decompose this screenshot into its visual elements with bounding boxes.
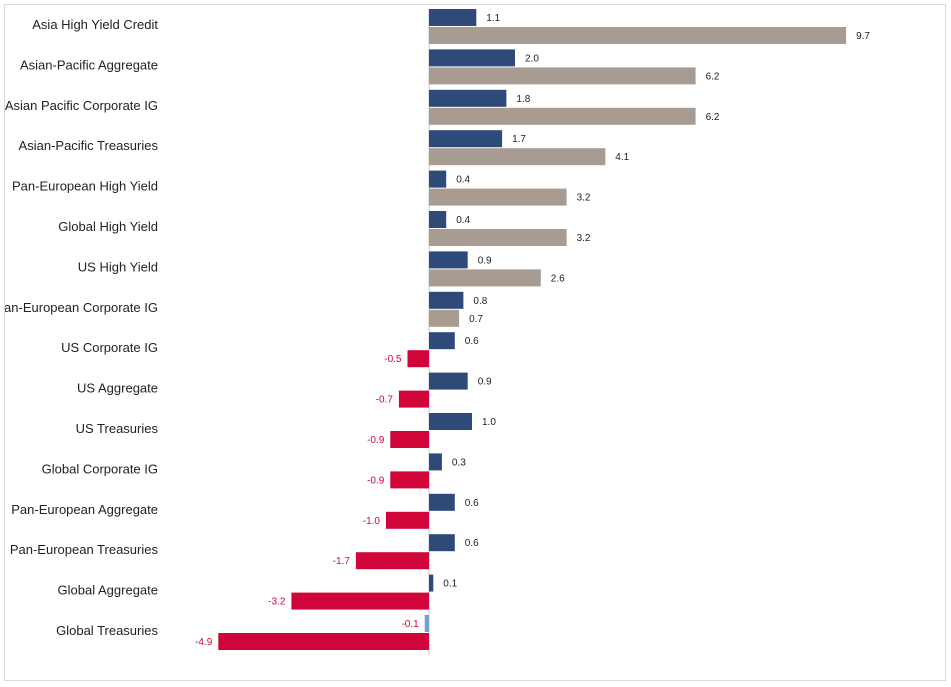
value-label: 1.8 <box>516 94 530 105</box>
category-label: Asian-Pacific Treasuries <box>19 138 159 153</box>
value-label: -0.1 <box>401 619 419 630</box>
bar-series-1 <box>429 574 434 592</box>
value-label: 2.6 <box>551 273 565 284</box>
value-label: -4.9 <box>195 637 213 648</box>
value-label: -1.0 <box>363 516 381 527</box>
value-label: 0.9 <box>478 255 492 266</box>
bars-layer <box>218 9 847 650</box>
category-label: Pan-European High Yield <box>12 179 158 194</box>
bar-series-1 <box>429 453 442 471</box>
value-label: 2.0 <box>525 53 539 64</box>
category-label: US High Yield <box>78 259 158 274</box>
value-label: -3.2 <box>268 597 286 608</box>
bar-series-1 <box>429 9 477 26</box>
value-label: -0.7 <box>376 395 394 406</box>
value-label: 1.1 <box>486 13 500 24</box>
category-label: US Corporate IG <box>61 340 158 355</box>
value-label: 0.6 <box>465 538 479 549</box>
bar-series-1 <box>429 413 472 430</box>
value-label: 0.4 <box>456 215 470 226</box>
category-label: Pan-European Corporate IG <box>5 300 158 315</box>
bar-chart: Asia High Yield Credit 1.1 9.7 Asian-Pacifi… <box>5 9 870 656</box>
value-label: -0.5 <box>384 354 402 365</box>
category-label: Global Aggregate <box>58 583 158 598</box>
value-label: 0.3 <box>452 457 466 468</box>
value-label: 0.7 <box>469 314 483 325</box>
bar-series-2 <box>429 269 541 287</box>
bar-series-2 <box>386 511 429 529</box>
bar-series-2 <box>407 350 429 368</box>
category-label: Asian-Pacific Aggregate <box>20 57 158 72</box>
bar-series-2 <box>218 633 429 650</box>
value-label: 4.1 <box>615 152 629 163</box>
value-label: 0.9 <box>478 377 492 388</box>
bar-series-2 <box>429 188 567 206</box>
value-label: -1.7 <box>333 556 351 567</box>
bar-series-1 <box>429 211 447 228</box>
bar-series-2 <box>390 431 429 448</box>
value-label: 0.6 <box>465 336 479 347</box>
category-label: Asia High Yield Credit <box>32 17 158 32</box>
bar-series-1 <box>424 615 429 632</box>
bar-series-2 <box>429 27 847 44</box>
value-label: 0.4 <box>456 175 470 186</box>
bar-series-1 <box>429 89 507 107</box>
value-label: 6.2 <box>706 71 720 82</box>
bar-series-1 <box>429 170 447 188</box>
category-label: Global Corporate IG <box>42 461 158 476</box>
value-label: 0.8 <box>473 296 487 307</box>
category-label: Pan-European Aggregate <box>11 502 158 517</box>
category-label: US Aggregate <box>77 381 158 396</box>
value-label: 0.1 <box>443 579 457 590</box>
bar-series-1 <box>429 291 464 309</box>
bar-series-2 <box>429 67 696 85</box>
bar-series-2 <box>291 592 429 610</box>
category-label: Pan-European Treasuries <box>10 542 159 557</box>
value-label: 9.7 <box>856 31 870 42</box>
bar-series-1 <box>429 534 455 552</box>
value-label: 6.2 <box>706 112 720 123</box>
bar-series-2 <box>429 107 696 125</box>
bar-series-1 <box>429 130 503 148</box>
category-label: US Treasuries <box>76 421 159 436</box>
category-label: Global High Yield <box>58 219 158 234</box>
value-label: -0.9 <box>367 435 385 446</box>
bar-series-1 <box>429 251 468 269</box>
chart-frame: Asia High Yield Credit 1.1 9.7 Asian-Pacifi… <box>4 4 946 681</box>
value-label: 1.0 <box>482 417 496 428</box>
value-label: 3.2 <box>577 233 591 244</box>
bar-series-1 <box>429 493 455 511</box>
category-label: Global Treasuries <box>56 623 158 638</box>
bar-series-2 <box>355 552 429 570</box>
bar-series-1 <box>429 332 455 350</box>
bar-series-1 <box>429 49 515 67</box>
bar-series-2 <box>429 148 606 166</box>
bar-series-1 <box>429 372 468 390</box>
bar-series-2 <box>429 229 567 246</box>
value-label: 3.2 <box>577 193 591 204</box>
value-label: -0.9 <box>367 475 385 486</box>
bar-series-2 <box>398 390 429 408</box>
bar-series-2 <box>429 309 460 327</box>
value-label: 0.6 <box>465 498 479 509</box>
value-label: 1.7 <box>512 134 526 145</box>
category-label: Asian Pacific Corporate IG <box>5 98 158 113</box>
labels-layer: Asia High Yield Credit 1.1 9.7 Asian-Pacifi… <box>5 13 870 648</box>
bar-series-2 <box>390 471 429 489</box>
